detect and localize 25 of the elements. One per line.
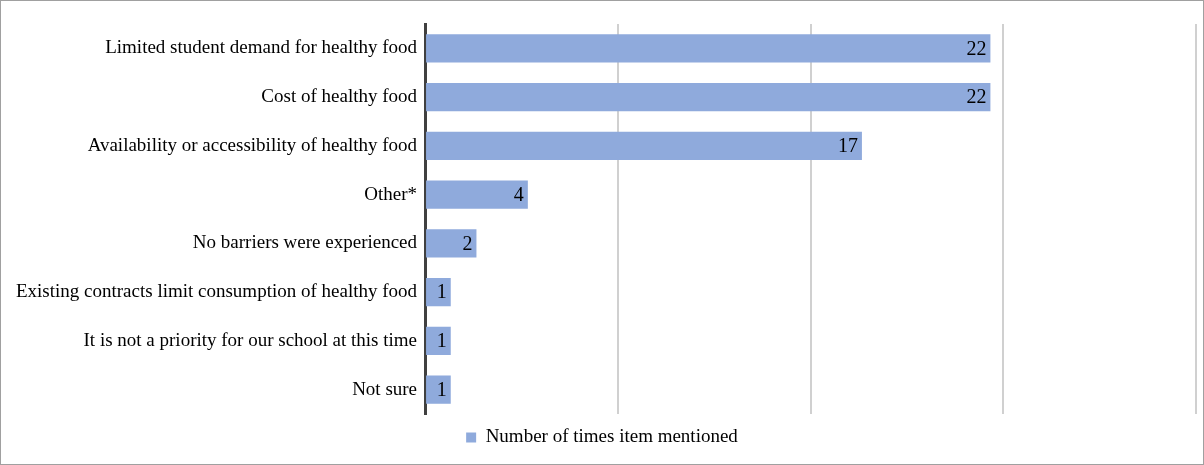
- data-label: 1: [436, 329, 447, 352]
- y-tick-label: Availability or accessibility of healthy food: [87, 133, 418, 155]
- bar: [426, 180, 528, 209]
- bar: [426, 326, 451, 356]
- bar: [426, 34, 991, 63]
- bar: [426, 229, 477, 258]
- legend-label: Number of times item mentioned: [485, 425, 739, 447]
- data-label: 2: [462, 231, 473, 254]
- bar: [426, 277, 451, 307]
- data-label: 22: [966, 85, 987, 108]
- data-label: 4: [513, 182, 524, 205]
- data-label: 1: [436, 377, 447, 400]
- bar: [426, 82, 991, 112]
- data-label: 22: [966, 36, 987, 59]
- y-tick-label: Limited student demand for healthy food: [105, 36, 418, 58]
- data-label: 1: [436, 280, 447, 303]
- y-tick-label: Not sure: [352, 377, 418, 399]
- y-tick-label: It is not a priority for our school at this time: [83, 328, 418, 350]
- y-tick-label: Cost of healthy food: [261, 85, 418, 107]
- y-tick-label: Existing contracts limit consumption of healthy food: [15, 280, 418, 302]
- bar: [426, 375, 451, 404]
- bar: [426, 131, 862, 161]
- y-tick-label: Other*: [364, 182, 418, 204]
- y-tick-label: No barriers were experienced: [192, 231, 418, 253]
- data-label: 17: [837, 134, 858, 157]
